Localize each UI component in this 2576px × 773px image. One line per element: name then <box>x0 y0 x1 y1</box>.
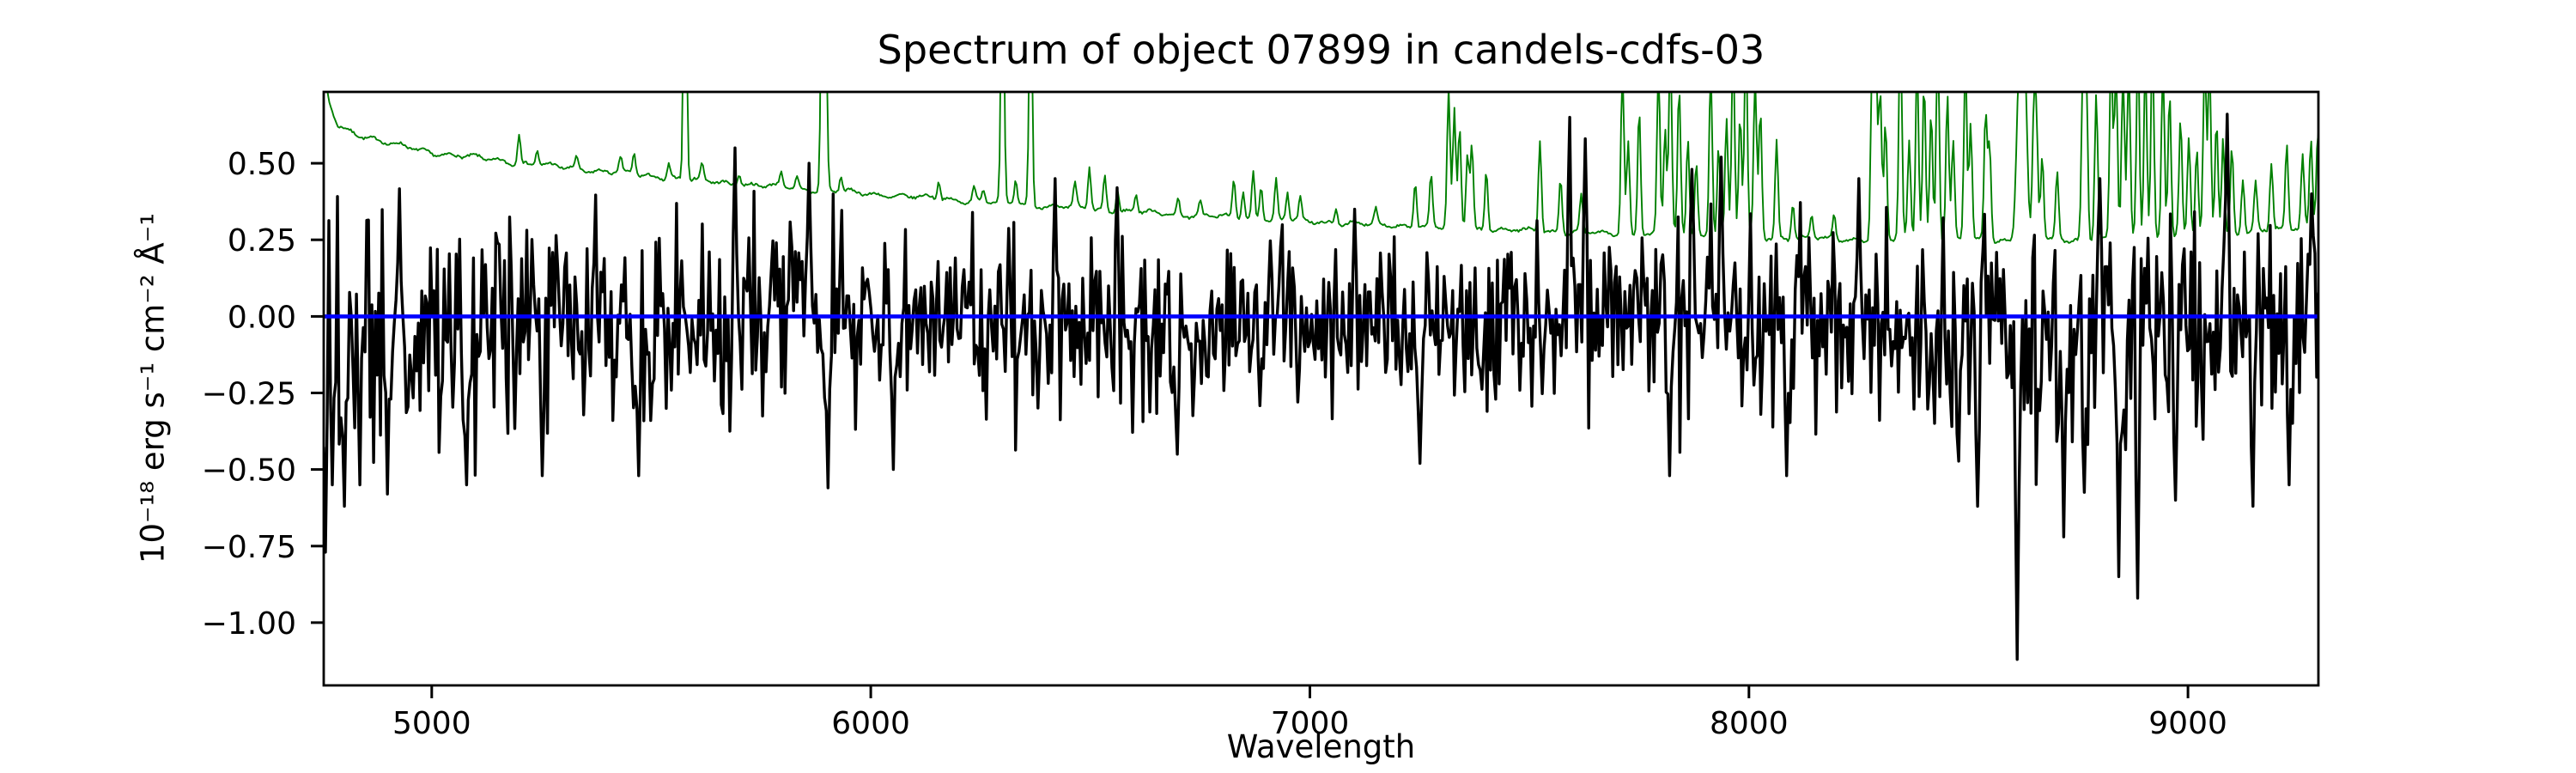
x-tick-label: 7000 <box>1271 706 1350 741</box>
observed-flux-line <box>324 113 2318 661</box>
data-layer <box>324 92 2318 661</box>
x-tick-label: 6000 <box>831 706 910 741</box>
noise-spectrum-line <box>326 92 2318 244</box>
y-tick-label: 0.00 <box>228 300 296 335</box>
y-tick-label: −1.00 <box>202 606 296 642</box>
x-tick-label: 9000 <box>2148 706 2227 741</box>
plot-title: Spectrum of object 07899 in candels-cdfs… <box>877 27 1765 73</box>
axes-frame <box>322 90 2320 687</box>
y-tick-label: −0.50 <box>202 453 296 489</box>
y-tick-label: −0.75 <box>202 530 296 565</box>
x-axis-label: Wavelength <box>1226 728 1416 765</box>
y-tick-label: 0.25 <box>228 223 296 259</box>
x-tick-label: 5000 <box>392 706 471 741</box>
x-tick-label: 8000 <box>1710 706 1789 741</box>
y-tick-label: 0.50 <box>228 147 296 182</box>
y-tick-label: −0.25 <box>202 377 296 412</box>
